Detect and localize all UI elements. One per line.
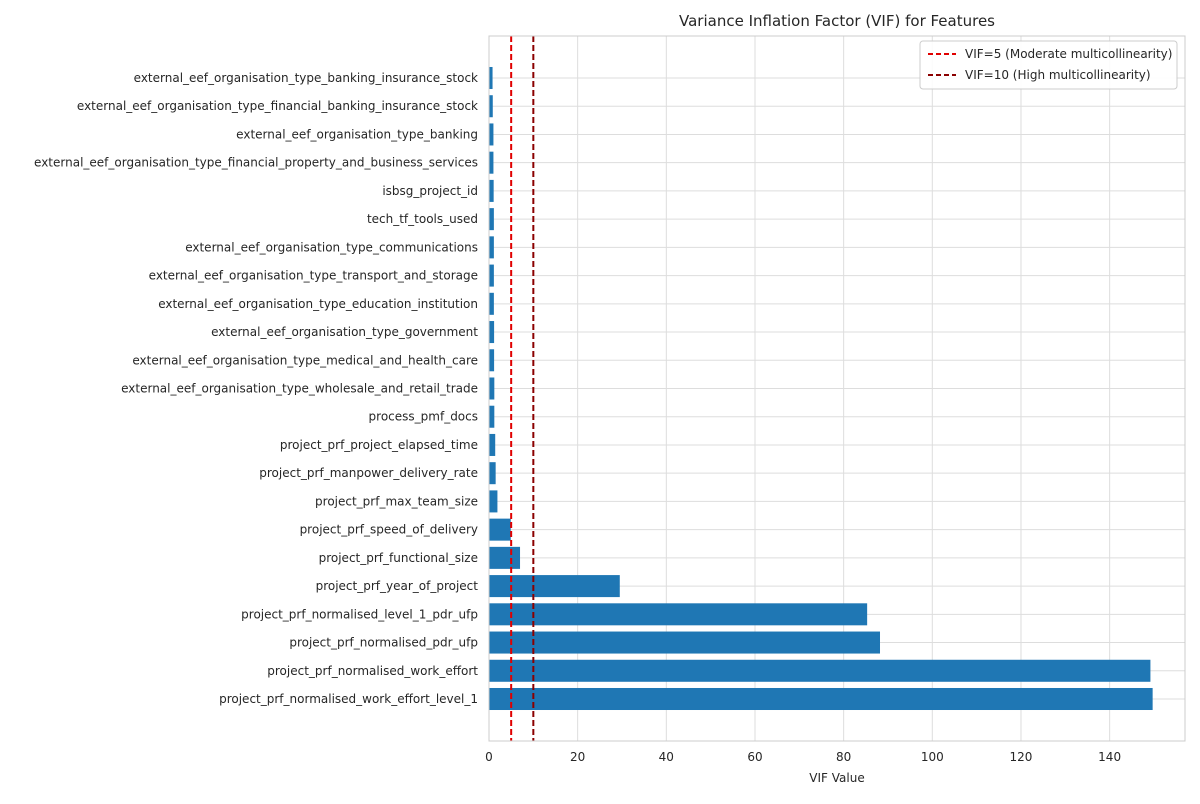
reference-lines <box>510 36 535 741</box>
bar-external_eef_organisation_type_communications <box>489 236 494 259</box>
x-tick-label: 80 <box>836 750 851 764</box>
bar-external_eef_organisation_type_banking <box>489 123 494 146</box>
bar-external_eef_organisation_type_banking_insurance_stock <box>489 66 493 90</box>
x-tick-label: 120 <box>1010 750 1033 764</box>
bar-project_prf_speed_of_delivery <box>489 518 511 541</box>
category-label: external_eef_organisation_type_governmen… <box>211 325 478 339</box>
category-label: external_eef_organisation_type_education… <box>158 297 478 311</box>
category-label: external_eef_organisation_type_medical_a… <box>132 353 478 367</box>
x-tick-labels: 0 20 40 60 80 100 120 140 <box>485 750 1121 764</box>
bar-process_pmf_docs <box>489 405 495 428</box>
x-tick-label: 0 <box>485 750 493 764</box>
plot-frame <box>488 35 1186 742</box>
category-label: project_prf_manpower_delivery_rate <box>259 466 478 480</box>
bar-project_prf_normalised_level_1_pdr_ufp <box>489 603 868 626</box>
category-label: process_pmf_docs <box>369 410 478 424</box>
bar-external_eef_organisation_type_government <box>489 321 495 344</box>
bar-project_prf_project_elapsed_time <box>489 433 496 456</box>
x-tick-label: 140 <box>1098 750 1121 764</box>
bar-external_eef_organisation_type_financial_property_and_business_services <box>489 151 494 174</box>
x-tick-label: 60 <box>747 750 762 764</box>
bar-external_eef_organisation_type_financial_banking_insurance_stock <box>489 95 493 118</box>
x-tick-label: 100 <box>921 750 944 764</box>
bar-external_eef_organisation_type_wholesale_and_retail_trade <box>489 377 495 400</box>
category-label: project_prf_project_elapsed_time <box>280 438 478 452</box>
category-label: external_eef_organisation_type_financial… <box>77 99 478 113</box>
legend-frame <box>919 40 1178 90</box>
category-label: external_eef_organisation_type_wholesale… <box>121 382 478 396</box>
chart-title: Variance Inflation Factor (VIF) for Feat… <box>679 12 995 30</box>
bar-project_prf_normalised_work_effort_level_1 <box>489 687 1153 711</box>
bar-project_prf_normalised_work_effort <box>489 659 1151 682</box>
legend-label-high: VIF=10 (High multicollinearity) <box>965 68 1151 82</box>
category-label: project_prf_max_team_size <box>315 494 478 508</box>
category-label: external_eef_organisation_type_banking_i… <box>134 71 478 85</box>
legend-label-moderate: VIF=5 (Moderate multicollinearity) <box>965 47 1172 61</box>
bar-project_prf_max_team_size <box>489 490 498 513</box>
bar-tech_tf_tools_used <box>489 208 494 231</box>
category-labels: external_eef_organisation_type_banking_i… <box>34 71 478 706</box>
category-label: project_prf_normalised_pdr_ufp <box>289 636 478 650</box>
x-tick-label: 40 <box>659 750 674 764</box>
category-label: isbsg_project_id <box>382 184 478 198</box>
bar-project_prf_manpower_delivery_rate <box>489 462 496 485</box>
bar-isbsg_project_id <box>489 179 494 202</box>
category-label: project_prf_speed_of_delivery <box>300 523 478 537</box>
bar-project_prf_year_of_project <box>489 575 620 598</box>
category-label: project_prf_year_of_project <box>316 579 479 593</box>
bar-external_eef_organisation_type_transport_and_storage <box>489 264 494 287</box>
category-label: external_eef_organisation_type_communica… <box>185 240 478 254</box>
category-label: tech_tf_tools_used <box>367 212 478 226</box>
x-tick-label: 20 <box>570 750 585 764</box>
category-label: project_prf_normalised_work_effort <box>267 664 478 678</box>
category-label: external_eef_organisation_type_transport… <box>149 269 478 283</box>
bar-external_eef_organisation_type_medical_and_health_care <box>489 349 495 372</box>
category-label: external_eef_organisation_type_financial… <box>34 156 478 170</box>
bar-project_prf_functional_size <box>489 546 521 569</box>
category-label: project_prf_normalised_work_effort_level… <box>219 692 478 706</box>
legend: VIF=5 (Moderate multicollinearity) VIF=1… <box>919 40 1178 90</box>
bar-project_prf_normalised_pdr_ufp <box>489 631 881 654</box>
category-label: project_prf_normalised_level_1_pdr_ufp <box>241 607 478 621</box>
x-axis-title: VIF Value <box>809 771 864 785</box>
bar-external_eef_organisation_type_education_institution <box>489 292 494 315</box>
grid-layer <box>488 36 1185 741</box>
bars-layer <box>489 66 1153 711</box>
category-label: project_prf_functional_size <box>319 551 478 565</box>
category-label: external_eef_organisation_type_banking <box>236 127 478 141</box>
